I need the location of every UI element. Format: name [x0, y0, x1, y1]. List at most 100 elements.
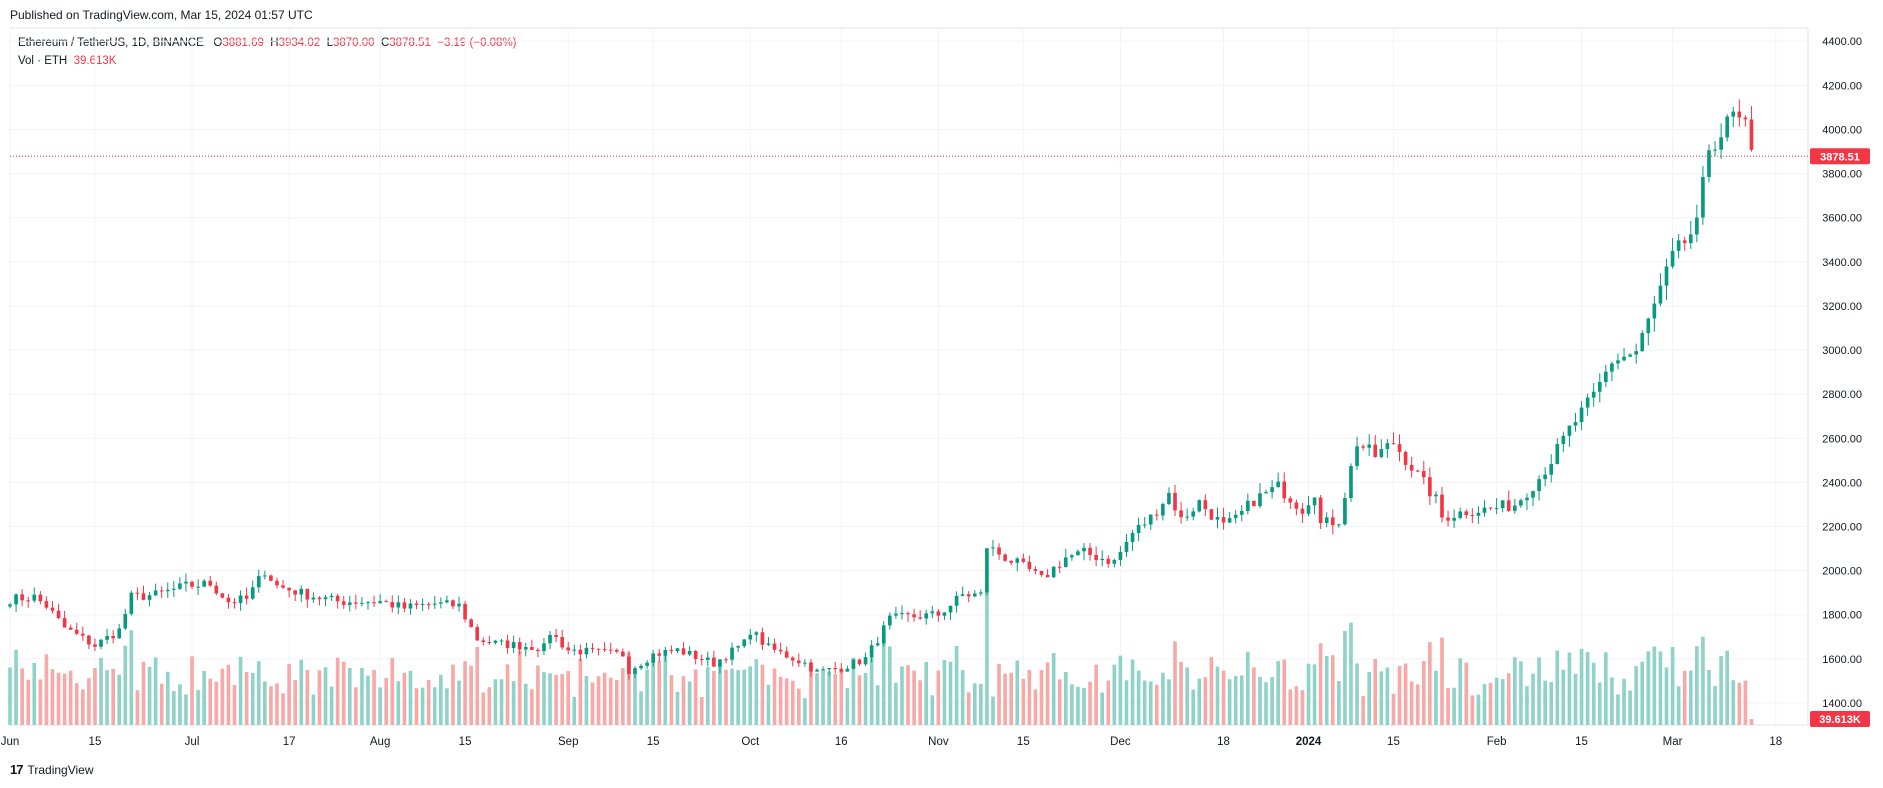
volume-bar — [985, 590, 989, 725]
volume-bar — [997, 663, 1001, 725]
candle-body — [1464, 511, 1469, 516]
candle-body — [772, 643, 777, 650]
volume-bar — [730, 668, 734, 725]
candle-body — [651, 653, 656, 663]
volume-bar — [1112, 664, 1117, 725]
volume-bar — [457, 680, 461, 725]
candle-body — [572, 649, 577, 651]
volume-bar — [1373, 658, 1378, 725]
symbol-label[interactable]: Ethereum / TetherUS, 1D, BINANCE — [18, 37, 204, 49]
volume-bar — [499, 679, 504, 725]
candle-body — [1051, 566, 1056, 578]
price-chart[interactable]: 1400.00 1600.00 1800.00 2000.00 2200.00 2400.… — [0, 0, 1883, 760]
volume-bar — [1719, 656, 1723, 725]
candle-body — [645, 662, 649, 666]
volume-bar — [1045, 662, 1050, 725]
volume-bar — [590, 682, 595, 725]
volume-bar — [936, 670, 941, 725]
volume-bar — [93, 668, 97, 725]
candle-body — [997, 547, 1001, 555]
candle-body — [1294, 502, 1299, 509]
volume-bar — [1421, 661, 1426, 725]
candle-body — [748, 634, 753, 640]
volume-bar — [360, 667, 364, 725]
candle-body — [14, 594, 18, 605]
candle-body — [869, 645, 874, 658]
candle-body — [329, 595, 334, 598]
candle-body — [499, 640, 504, 642]
volume-bar — [1476, 694, 1481, 725]
candle-body — [1616, 360, 1620, 364]
time-tick-label: Oct — [741, 736, 760, 748]
candle-body — [123, 613, 128, 629]
price-tick-label: 1400.00 — [1822, 698, 1862, 710]
candle-body — [1391, 443, 1396, 445]
volume-bar — [803, 698, 807, 725]
candle-body — [1682, 240, 1687, 244]
candle-body — [972, 593, 977, 597]
change-value: −3.19 (−0.08%) — [437, 37, 517, 49]
time-tick-label: Jun — [1, 736, 20, 748]
volume-bar — [1330, 655, 1335, 725]
volume-bar — [596, 676, 601, 725]
candle-body — [693, 651, 698, 659]
volume-bar — [1634, 666, 1638, 725]
candle-body — [1652, 303, 1657, 319]
candle-body — [1488, 507, 1493, 509]
volume-bar — [74, 683, 79, 725]
volume-bar — [1604, 652, 1608, 725]
candle-body — [1379, 449, 1384, 457]
candle-body — [505, 640, 510, 649]
volume-bar — [1070, 684, 1074, 725]
candle-body — [1604, 371, 1608, 383]
candle-body — [1343, 497, 1347, 525]
volume-bar — [651, 660, 656, 725]
volume-bar — [924, 661, 929, 725]
candle-body — [942, 612, 947, 616]
candle-body — [335, 595, 340, 602]
volume-bar — [1124, 680, 1129, 725]
candle-body — [1349, 466, 1353, 498]
low-value: 3870.00 — [332, 37, 375, 49]
time-tick-label: 15 — [1575, 736, 1588, 748]
published-caption: Published on TradingView.com, Mar 15, 20… — [10, 8, 313, 22]
candle-body — [463, 603, 467, 620]
volume-bar — [912, 670, 916, 725]
volume-bar — [833, 674, 838, 725]
candle-body — [469, 619, 473, 628]
candle-body — [1713, 149, 1717, 151]
volume-bar — [135, 690, 140, 725]
volume-bar — [1258, 676, 1262, 725]
time-tick-label: 18 — [1217, 736, 1230, 748]
candle-body — [894, 613, 898, 616]
price-tick-label: 2200.00 — [1822, 521, 1862, 533]
candle-body — [1355, 446, 1359, 467]
volume-bar — [954, 645, 959, 725]
volume-bar — [1264, 682, 1268, 725]
chart-grid — [9, 27, 1809, 726]
time-tick-label: Nov — [928, 736, 949, 748]
volume-bar — [621, 668, 625, 725]
volume-bar — [402, 672, 407, 725]
volume-bar — [1452, 687, 1456, 725]
volume-bar — [1585, 652, 1590, 725]
candle-body — [608, 649, 613, 651]
candle-body — [1367, 444, 1372, 448]
volume-bar — [906, 665, 910, 725]
volume-bar — [693, 669, 698, 725]
volume-bar — [736, 670, 740, 725]
candle-body — [1009, 560, 1014, 563]
candle-body — [875, 643, 880, 646]
volume-bar — [232, 685, 237, 725]
footer-brand[interactable]: 17 TradingView — [10, 762, 94, 777]
volume-label[interactable]: Vol · ETH — [18, 55, 68, 67]
candle-body — [68, 627, 73, 630]
candle-body — [1415, 470, 1420, 472]
candle-body — [1191, 511, 1196, 517]
volume-bar — [1239, 675, 1244, 725]
volume-bar — [475, 646, 480, 725]
volume-bar — [408, 670, 413, 725]
candle-body — [596, 648, 601, 650]
volume-bar — [1161, 672, 1165, 725]
price-tick-label: 2400.00 — [1822, 477, 1862, 489]
